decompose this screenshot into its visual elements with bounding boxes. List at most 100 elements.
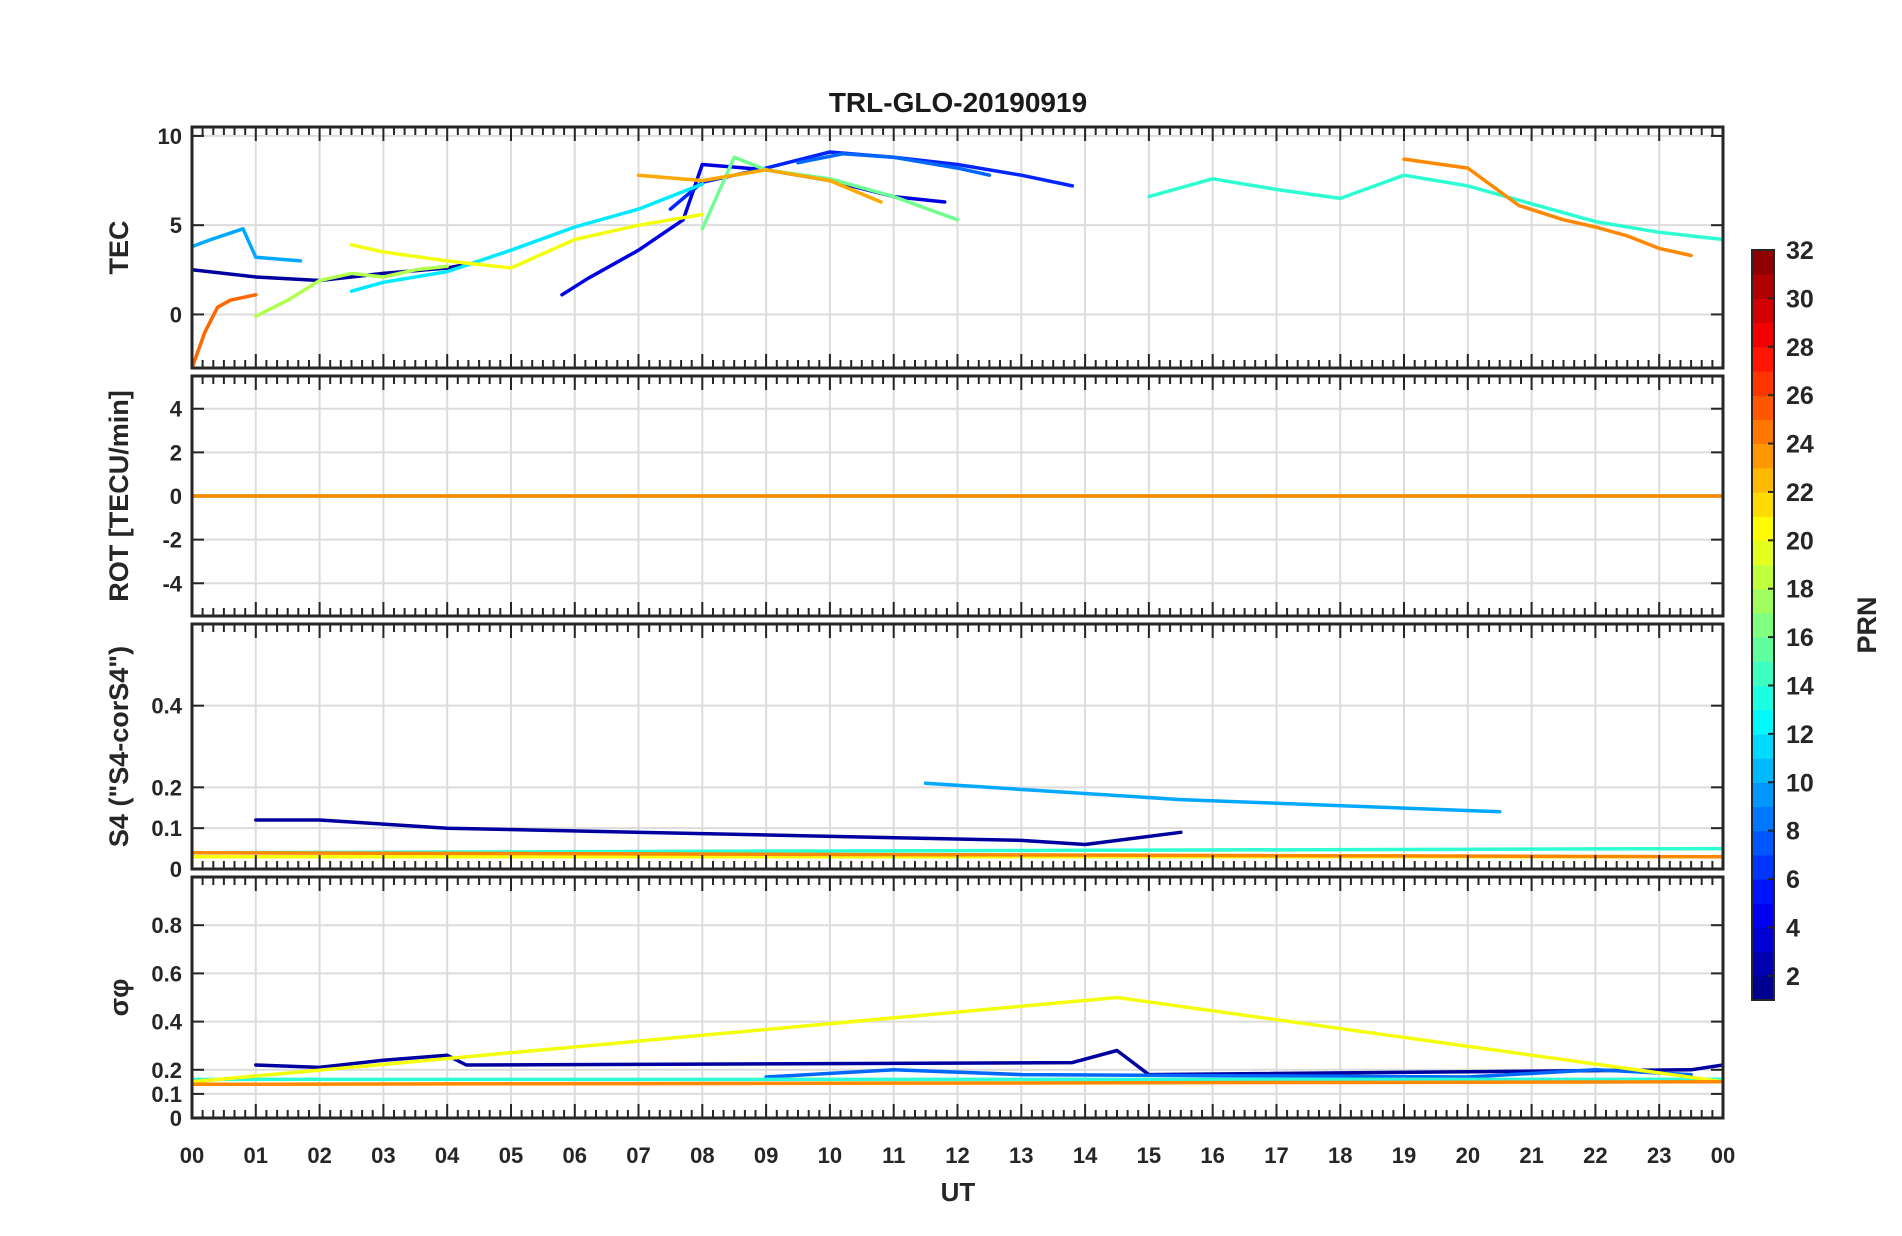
y-tick-label: 0 <box>170 1106 182 1131</box>
x-tick-label: 15 <box>1137 1143 1161 1168</box>
x-tick-label: 05 <box>499 1143 523 1168</box>
colorbar-segment <box>1752 637 1774 662</box>
series-line-prn-20 <box>192 995 1723 1084</box>
colorbar-tick-label: 26 <box>1786 382 1814 410</box>
series-line-prn-2 <box>192 262 469 283</box>
y-tick-label: 0 <box>170 302 182 327</box>
x-tick-label: 03 <box>371 1143 395 1168</box>
series-group <box>192 995 1723 1087</box>
x-tick-label: 04 <box>435 1143 460 1168</box>
colorbar-tick-label: 24 <box>1786 431 1814 459</box>
colorbar-segment <box>1752 443 1774 469</box>
colorbar-segment <box>1752 903 1774 929</box>
panel-frame <box>190 125 1725 370</box>
colorbar-segment <box>1752 806 1774 832</box>
colorbar-tick-label: 30 <box>1786 285 1814 313</box>
x-tick-label: 19 <box>1392 1143 1416 1168</box>
y-tick-label: 0.4 <box>151 1010 182 1035</box>
series-line-prn-8 <box>764 1068 1693 1079</box>
colorbar-tick-label: 4 <box>1786 914 1800 942</box>
colorbar-segment <box>1752 951 1774 977</box>
colorbar-tick-label: 6 <box>1786 866 1800 894</box>
series-line-prn-2 <box>254 818 1183 847</box>
x-tick-label: 00 <box>1711 1143 1735 1168</box>
y-tick-label: 0 <box>170 484 182 509</box>
x-axis-label: UT <box>941 1177 976 1207</box>
panel-frame <box>190 622 1725 871</box>
series-line-prn-8 <box>796 152 992 177</box>
x-tick-label: 20 <box>1456 1143 1480 1168</box>
colorbar-segment <box>1752 564 1774 590</box>
x-tick-label: 02 <box>307 1143 331 1168</box>
chart-title: TRL-GLO-20190919 <box>829 87 1087 118</box>
colorbar-tick-label: 12 <box>1786 721 1814 749</box>
colorbar-segment <box>1752 975 1774 1001</box>
series-group <box>192 150 1723 368</box>
y-tick-label: 0.4 <box>151 694 182 719</box>
x-tick-label: 12 <box>945 1143 969 1168</box>
colorbar-segment <box>1752 758 1774 783</box>
y-tick-label: 2 <box>170 440 182 465</box>
series-line-prn-14 <box>1147 173 1723 242</box>
panel-2: -4 -2 0 2 4 ROT [TECU/min] <box>104 374 1725 618</box>
x-tick-label: 17 <box>1264 1143 1288 1168</box>
y-axis-label: σφ <box>104 979 134 1017</box>
x-tick-label: 16 <box>1200 1143 1224 1168</box>
series-line-prn-2 <box>254 1048 1723 1077</box>
colorbar-segment <box>1752 879 1774 904</box>
colorbar-segment <box>1752 830 1774 856</box>
colorbar-segment <box>1752 516 1774 541</box>
y-axis-label: ROT [TECU/min] <box>104 390 134 601</box>
colorbar-segment <box>1752 250 1774 275</box>
y-tick-label: 0.6 <box>151 961 182 986</box>
colorbar-tick-label: 22 <box>1786 479 1814 507</box>
colorbar-label: PRN <box>1852 596 1882 653</box>
colorbar-segment <box>1752 685 1774 711</box>
x-tick-label: 06 <box>563 1143 587 1168</box>
colorbar-segment <box>1752 298 1774 324</box>
colorbar-segment <box>1752 709 1774 735</box>
colorbar-segment <box>1752 612 1774 638</box>
colorbar-tick-label: 20 <box>1786 527 1814 555</box>
series-line-prn-10 <box>923 781 1502 814</box>
x-tick-label: 01 <box>244 1143 268 1168</box>
x-tick-label: 08 <box>690 1143 714 1168</box>
x-tick-label: 07 <box>626 1143 650 1168</box>
panel-frame <box>190 374 1725 618</box>
colorbar-tick-label: 2 <box>1786 963 1800 991</box>
colorbar-tick-label: 14 <box>1786 672 1814 700</box>
panel-1: 0 5 10 TEC <box>104 124 1725 370</box>
x-tick-label: 10 <box>818 1143 842 1168</box>
colorbar-tick-label: 16 <box>1786 624 1814 652</box>
panel-frame <box>190 875 1725 1120</box>
colorbar-tick-label: 10 <box>1786 769 1814 797</box>
x-tick-label: 11 <box>882 1143 905 1168</box>
colorbar-segment <box>1752 540 1774 566</box>
series-line-prn-12 <box>349 182 705 293</box>
y-tick-label: 0.1 <box>151 1082 182 1107</box>
colorbar-segment <box>1752 927 1774 953</box>
colorbar-segment <box>1752 854 1774 880</box>
colorbar-tick-label: 32 <box>1786 237 1814 265</box>
colorbar-segment <box>1752 661 1774 687</box>
panel-3: 0 0.1 0.2 0.4 S4 ("S4-corS4") <box>104 622 1725 882</box>
colorbar-segment <box>1752 782 1774 808</box>
x-tick-label: 00 <box>180 1143 204 1168</box>
x-axis: 00 01 02 03 04 05 06 07 08 09 10 11 12 13 14 15 16 17 18 19… <box>180 1143 1735 1168</box>
y-tick-label: -2 <box>162 528 182 553</box>
x-tick-label: 09 <box>754 1143 778 1168</box>
y-axis-label: S4 ("S4-corS4") <box>104 646 134 847</box>
x-tick-label: 22 <box>1583 1143 1607 1168</box>
y-tick-label: 0.1 <box>151 816 182 841</box>
y-tick-label: 0.8 <box>151 913 182 938</box>
colorbar-segment <box>1752 274 1774 299</box>
x-tick-label: 18 <box>1328 1143 1352 1168</box>
y-tick-label: 0 <box>170 857 182 882</box>
x-tick-label: 14 <box>1073 1143 1098 1168</box>
series-line-prn-18 <box>254 264 449 318</box>
y-tick-label: 4 <box>170 397 183 422</box>
y-tick-label: 0.2 <box>151 1058 182 1083</box>
colorbar-segment <box>1752 370 1774 396</box>
panel-4: 00.10.2 0.4 0.6 0.8 σφ <box>104 875 1725 1131</box>
